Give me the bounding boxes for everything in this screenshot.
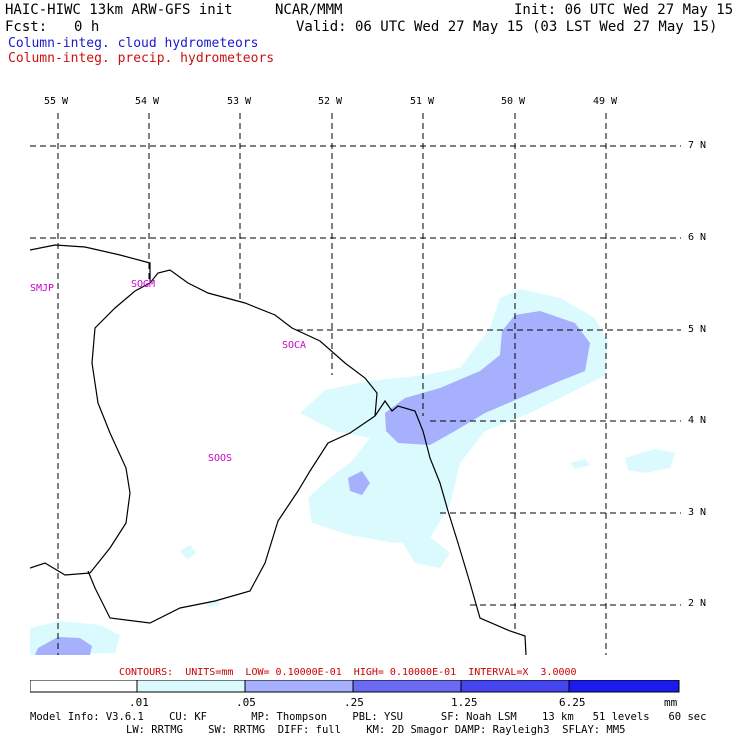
legend-bin-3 xyxy=(352,680,462,693)
map-panel xyxy=(30,113,681,655)
lon-label: 52 W xyxy=(318,96,343,107)
legend-tick: .01 xyxy=(129,696,149,709)
latlon-grid xyxy=(30,113,681,655)
legend-bin-1 xyxy=(136,680,246,693)
field-precip-hydrometeors: Column-integ. precip. hydrometeors xyxy=(8,51,275,66)
lon-label: 54 W xyxy=(135,96,160,107)
station-label: SMJP xyxy=(30,283,55,294)
station-label: SOCA xyxy=(282,340,307,351)
legend-tick: 1.25 xyxy=(451,696,478,709)
lat-label: 4 N xyxy=(688,415,707,426)
lat-label: 2 N xyxy=(688,598,707,609)
lon-label: 49 W xyxy=(593,96,618,107)
legend-unit: mm xyxy=(664,696,678,709)
lat-label: 3 N xyxy=(688,507,707,518)
forecast-label: Fcst: xyxy=(5,19,48,35)
coastlines xyxy=(30,244,527,655)
model-title: HAIC-HIWC 13km ARW-GFS init xyxy=(5,2,233,18)
legend-bin-0 xyxy=(30,680,138,693)
hydrometeor-fill-mid xyxy=(35,311,590,655)
lat-label: 7 N xyxy=(688,140,707,151)
station-label: SOOS xyxy=(208,453,233,464)
lon-label: 53 W xyxy=(227,96,252,107)
legend-bin-5 xyxy=(568,680,680,693)
organization-label: NCAR/MMM xyxy=(275,2,343,18)
legend-tick: .05 xyxy=(236,696,256,709)
lon-label: 55 W xyxy=(44,96,69,107)
lon-label: 51 W xyxy=(410,96,435,107)
lat-label: 5 N xyxy=(688,324,707,335)
model-info-line1: Model Info: V3.6.1 CU: KF MP: Thompson P… xyxy=(30,711,707,723)
station-label: SOGM xyxy=(131,279,156,290)
lat-label: 6 N xyxy=(688,232,707,243)
legend-tick: 6.25 xyxy=(559,696,586,709)
legend-tick: .25 xyxy=(344,696,364,709)
field-cloud-hydrometeors: Column-integ. cloud hydrometeors xyxy=(8,36,259,51)
model-info-line2: LW: RRTMG SW: RRTMG DIFF: full KM: 2D Sm… xyxy=(126,724,626,736)
valid-time: Valid: 06 UTC Wed 27 May 15 (03 LST Wed … xyxy=(296,19,718,35)
legend-bin-2 xyxy=(244,680,354,693)
forecast-hour: 0 h xyxy=(74,19,100,35)
init-time: Init: 06 UTC Wed 27 May 15 xyxy=(514,2,734,18)
legend-bin-4 xyxy=(460,680,570,693)
lon-label: 50 W xyxy=(501,96,526,107)
color-legend xyxy=(30,680,680,693)
contour-info: CONTOURS: UNITS=mm LOW= 0.10000E-01 HIGH… xyxy=(119,667,577,678)
